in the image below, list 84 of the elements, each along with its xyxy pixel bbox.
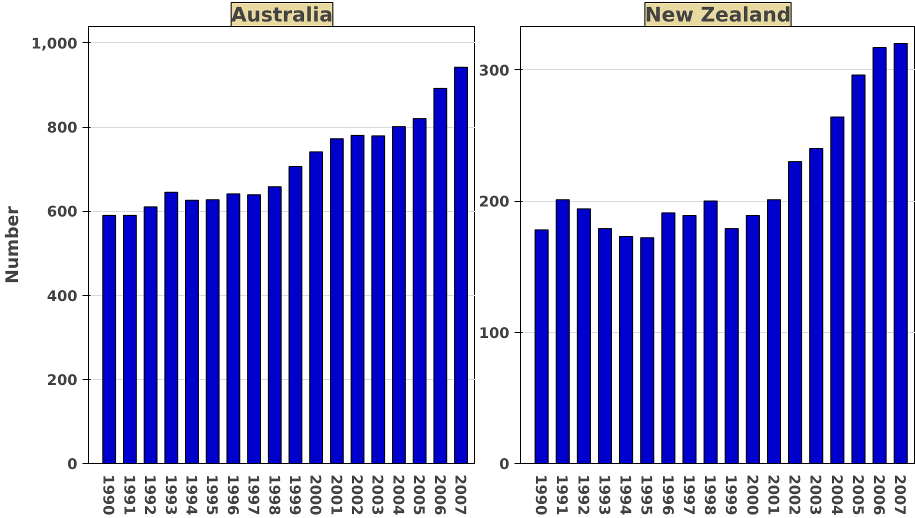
- x-tick-label: 1996: [224, 474, 241, 516]
- x-tick-label: 1997: [680, 474, 697, 516]
- x-tick-label: 1999: [286, 474, 303, 516]
- bar: [830, 116, 844, 464]
- x-tick-label: 2001: [764, 474, 782, 516]
- bar: [661, 212, 676, 464]
- bar: [454, 66, 468, 464]
- x-tick-label: 2004: [828, 474, 845, 516]
- bar: [122, 214, 137, 464]
- bar: [330, 138, 344, 464]
- x-tick-label: 2000: [306, 474, 324, 516]
- bar: [788, 161, 802, 464]
- x-tick-label: 1990: [532, 474, 550, 516]
- x-tick-label: 1993: [595, 474, 612, 516]
- x-tick-label: 1995: [638, 474, 655, 516]
- bar: [640, 237, 654, 464]
- bar: [704, 200, 718, 464]
- x-tick-label: 2000: [743, 474, 760, 516]
- x-tick-label: 1995: [203, 474, 220, 516]
- x-tick-label: 2004: [389, 474, 406, 516]
- x-tick-label: 1991: [120, 474, 138, 516]
- x-tick-label: 1993: [162, 474, 179, 516]
- bar: [206, 199, 220, 464]
- bar: [309, 151, 324, 464]
- y-tick-label: 0: [67, 456, 78, 473]
- bar: [851, 74, 866, 464]
- bar: [433, 88, 448, 464]
- bar: [809, 148, 824, 464]
- x-tick-label: 2001: [327, 474, 344, 516]
- bar: [576, 208, 591, 464]
- bar: [746, 214, 760, 464]
- bar: [288, 166, 302, 464]
- bar: [724, 228, 739, 464]
- bar: [371, 135, 386, 464]
- bar: [268, 186, 282, 464]
- y-tick-label: 300: [478, 62, 510, 80]
- x-tick-label: 1999: [722, 474, 740, 516]
- y-tick-label: 200: [46, 372, 78, 389]
- x-tick-label: 1998: [265, 474, 282, 516]
- chart-title: New Zealand: [644, 2, 792, 26]
- x-tick-label: 2003: [368, 474, 386, 516]
- bar: [872, 46, 887, 464]
- x-tick-label: 2006: [870, 474, 888, 516]
- x-tick-label: 2005: [410, 474, 428, 516]
- bar: [534, 229, 549, 464]
- bar: [556, 199, 570, 464]
- x-tick-label: 2005: [848, 474, 866, 516]
- x-tick-label: 2002: [348, 474, 366, 516]
- bar: [392, 126, 406, 464]
- x-tick-label: 1992: [574, 474, 592, 516]
- x-tick-label: 2007: [452, 474, 469, 516]
- bar: [766, 199, 782, 464]
- y-tick-label: 200: [478, 194, 510, 211]
- bar: [185, 200, 199, 464]
- bar: [102, 214, 116, 464]
- y-tick-label: 100: [478, 324, 510, 342]
- x-tick-label: 1991: [553, 474, 570, 516]
- x-tick-label: 2007: [891, 474, 908, 516]
- y-axis-title: Number: [3, 206, 24, 284]
- y-tick-label: 0: [499, 456, 510, 473]
- x-tick-label: 1996: [658, 474, 676, 516]
- bar: [144, 206, 158, 464]
- bar: [412, 118, 427, 464]
- x-tick-label: 2006: [430, 474, 448, 516]
- x-tick-label: 1998: [701, 474, 718, 516]
- bar: [164, 192, 178, 464]
- bar: [226, 193, 240, 464]
- bar: [247, 194, 261, 464]
- x-tick-label: 1994: [182, 474, 200, 516]
- bar: [598, 228, 612, 464]
- y-tick-label: 1,000: [31, 35, 78, 52]
- x-tick-label: 1997: [244, 474, 262, 516]
- x-tick-label: 1992: [141, 474, 158, 516]
- bar: [682, 214, 697, 464]
- x-tick-label: 2003: [806, 474, 824, 516]
- x-tick-label: 2002: [786, 474, 803, 516]
- bar: [619, 236, 634, 464]
- y-tick-label: 800: [46, 120, 78, 137]
- x-tick-label: 1994: [616, 474, 634, 516]
- y-tick-label: 600: [46, 204, 78, 221]
- y-tick-label: 400: [46, 288, 78, 305]
- bar: [894, 43, 908, 464]
- x-tick-label: 1990: [100, 474, 117, 516]
- bar: [350, 134, 364, 464]
